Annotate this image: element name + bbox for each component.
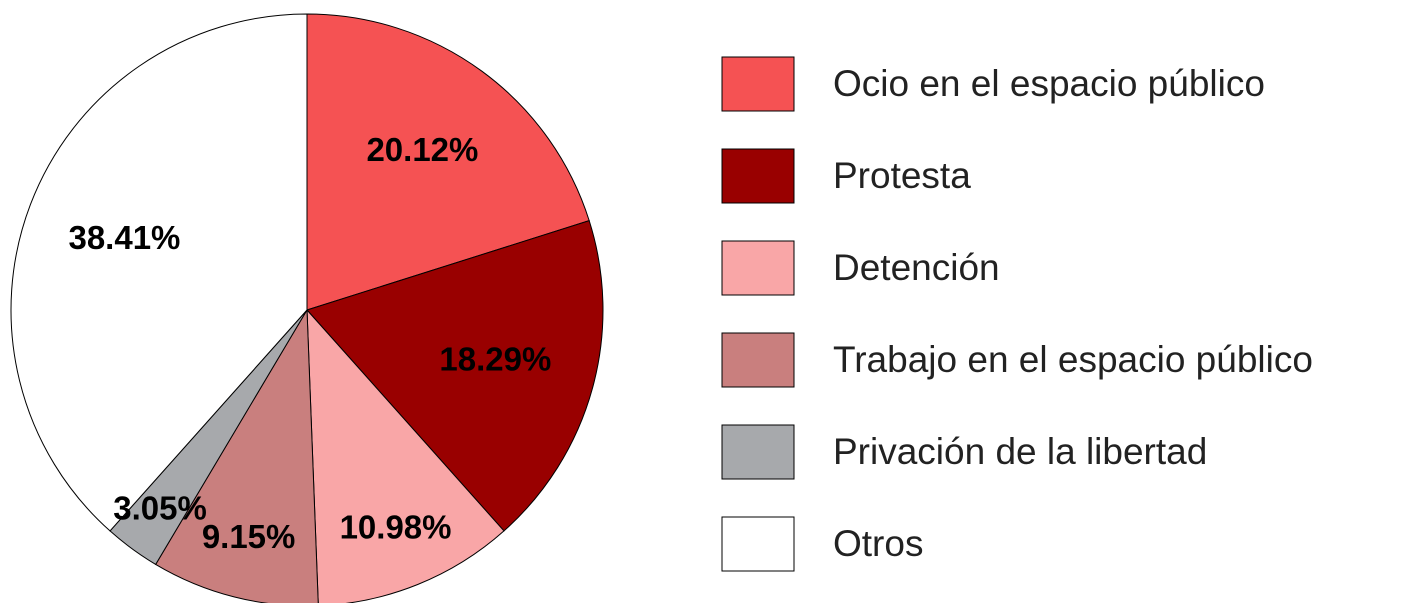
pie-slice: [10, 13, 308, 532]
legend-label: Privación de la libertad: [833, 431, 1207, 472]
pie-slice: [306, 13, 590, 311]
data-label: 38.41%: [68, 219, 180, 256]
legend-swatch: [721, 424, 795, 480]
pie-slice: [306, 220, 604, 532]
legend-swatch: [721, 240, 795, 296]
legend-swatch: [721, 56, 795, 112]
legend-label: Trabajo en el espacio público: [833, 339, 1313, 380]
legend-label: Otros: [833, 523, 923, 564]
legend-swatch: [721, 148, 795, 204]
legend-label: Detención: [833, 247, 1000, 288]
data-label: 3.05%: [113, 489, 207, 526]
pie-slice: [154, 308, 319, 603]
legend-label: Protesta: [833, 155, 971, 196]
pie-slice: [306, 308, 505, 603]
data-label: 18.29%: [439, 340, 551, 377]
data-label: 9.15%: [202, 518, 296, 555]
data-label: 10.98%: [340, 508, 452, 545]
legend-swatch: [721, 332, 795, 388]
legend-label: Ocio en el espacio público: [833, 63, 1265, 104]
data-label: 20.12%: [366, 131, 478, 168]
legend-swatch: [721, 516, 795, 572]
